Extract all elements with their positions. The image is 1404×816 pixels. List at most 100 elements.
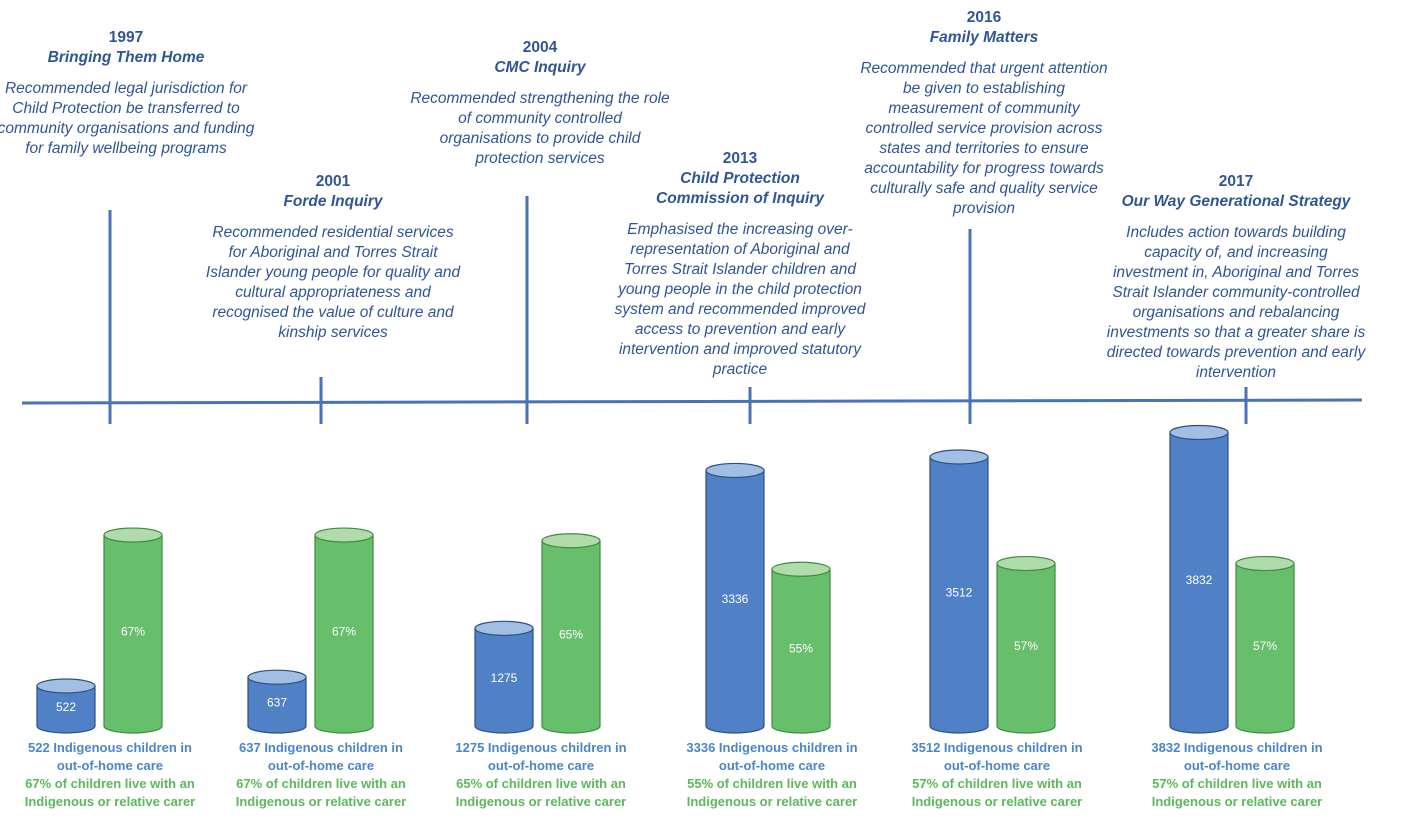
milestone-year: 1997: [108, 29, 144, 46]
children-count-value: 637: [239, 740, 261, 755]
timeline-ticks: [108, 196, 1248, 424]
stat-caption-2013: 3336 Indigenous children in out-of-home c…: [657, 739, 887, 811]
children-bar-2013-body: [705, 469, 765, 734]
children-count-value: 522: [28, 740, 50, 755]
stat-caption-2016: 3512 Indigenous children in out-of-home c…: [882, 739, 1112, 811]
children-bar-2004: 1275: [474, 620, 534, 734]
milestone-title: Child Protection Commission of Inquiry: [610, 169, 870, 209]
children-count-line-2: out-of-home care: [943, 758, 1051, 773]
children-bar-2001-top: [247, 669, 307, 685]
milestone-2001: 2001 Forde Inquiry Recommended residential…: [203, 172, 463, 343]
carer-bar-2016-top: [996, 555, 1056, 572]
children-bar-1997: 522: [36, 678, 96, 734]
carer-bar-1997-body: [103, 534, 163, 734]
milestone-description: Recommended that urgent attention be giv…: [860, 60, 1108, 217]
carer-bar-2017-body: [1235, 562, 1295, 734]
stat-caption-1997: 522 Indigenous children in out-of-home ca…: [0, 739, 225, 811]
carer-bar-1997: 67%: [103, 527, 163, 734]
carer-percent-line: 55% of children live with an: [687, 776, 857, 791]
children-bar-2004-label: 1275: [491, 671, 518, 685]
children-bar-2001-label: 637: [267, 696, 287, 710]
carer-percent-line-2: Indigenous or relative carer: [686, 794, 858, 809]
carer-bar-2004-body: [541, 540, 601, 734]
carer-percent-line: 65% of children live with an: [456, 776, 626, 791]
milestone-year: 2001: [315, 173, 351, 190]
milestone-year: 2017: [1218, 173, 1254, 190]
children-bar-1997-label: 522: [56, 700, 76, 714]
carer-bar-2013: 55%: [771, 561, 831, 734]
milestone-title-line: Family Matters: [929, 29, 1039, 46]
carer-percent-line: 57% of children live with an: [912, 776, 1082, 791]
children-count-value: 3832: [1151, 740, 1181, 755]
milestone-title-line: Our Way Generational Strategy: [1121, 193, 1351, 210]
children-bar-2013-top: [705, 462, 765, 479]
children-count-line-2: out-of-home care: [487, 758, 595, 773]
children-count-line-2: out-of-home care: [56, 758, 164, 773]
children-bar-2004-body: [474, 627, 534, 734]
children-count-line: 1275 Indigenous children in: [426, 739, 656, 757]
carer-bar-2016-body: [996, 562, 1056, 734]
milestone-year: 2004: [522, 39, 558, 56]
stat-caption-2001: 637 Indigenous children in out-of-home ca…: [206, 739, 436, 811]
milestone-description: Includes action towards building capacit…: [1106, 224, 1366, 381]
milestone-title-line: CMC Inquiry: [494, 59, 586, 76]
children-bar-2016-body: [929, 456, 989, 734]
carer-percent-line-2: Indigenous or relative carer: [1151, 794, 1323, 809]
stat-caption-2004: 1275 Indigenous children in out-of-home c…: [426, 739, 656, 811]
children-count-text: Indigenous children in: [484, 740, 627, 755]
carer-bar-2017-label: 57%: [1253, 639, 1277, 653]
children-bar-2013: 3336: [705, 462, 765, 734]
carer-bar-2004: 65%: [541, 533, 601, 734]
milestone-2004: 2004 CMC Inquiry Recommended strengthening…: [410, 38, 670, 169]
stat-caption-2017: 3832 Indigenous children in out-of-home c…: [1122, 739, 1352, 811]
carer-percent-line-2: Indigenous or relative carer: [455, 794, 627, 809]
children-bar-2013-label: 3336: [722, 592, 749, 606]
carer-percent-line-2: Indigenous or relative carer: [24, 794, 196, 809]
milestone-description: Recommended residential services for Abo…: [205, 224, 461, 341]
children-count-line-2: out-of-home care: [718, 758, 826, 773]
milestone-title: Forde Inquiry: [203, 192, 463, 212]
children-bar-1997-top: [36, 678, 96, 694]
children-count-line: 522 Indigenous children in: [0, 739, 225, 757]
children-bar-1997-body: [36, 685, 96, 734]
carer-bar-2017-top: [1235, 555, 1295, 572]
children-count-line: 3832 Indigenous children in: [1122, 739, 1352, 757]
carer-bar-2016: 57%: [996, 555, 1056, 734]
milestone-year: 2013: [722, 150, 758, 167]
carer-bar-1997-top: [103, 527, 163, 543]
children-bar-2004-top: [474, 620, 534, 636]
carer-bar-2013-top: [771, 561, 831, 577]
children-count-text: Indigenous children in: [1180, 740, 1323, 755]
milestone-2017: 2017 Our Way Generational Strategy Include…: [1106, 172, 1366, 383]
milestone-title: Family Matters: [854, 28, 1114, 48]
children-bar-2017-top: [1169, 424, 1229, 441]
carer-percent-line: 67% of children live with an: [25, 776, 195, 791]
children-count-line: 3512 Indigenous children in: [882, 739, 1112, 757]
children-bar-2016-label: 3512: [946, 585, 973, 599]
carer-bar-2001: 67%: [314, 527, 374, 734]
children-count-text: Indigenous children in: [260, 740, 403, 755]
timeline-axis-line: [21, 398, 1363, 405]
children-bar-2001-body: [247, 676, 307, 734]
milestone-title-line: Child Protection: [680, 170, 800, 187]
carer-bar-2001-body: [314, 534, 374, 734]
carer-bar-2017: 57%: [1235, 555, 1295, 734]
carer-bar-2013-label: 55%: [789, 642, 813, 656]
children-bar-2016: 3512: [929, 449, 989, 734]
children-count-line: 3336 Indigenous children in: [657, 739, 887, 757]
carer-bar-2016-label: 57%: [1014, 639, 1038, 653]
children-count-value: 3512: [911, 740, 941, 755]
milestone-description: Recommended strengthening the role of co…: [410, 90, 670, 167]
carer-percent-line: 67% of children live with an: [236, 776, 406, 791]
milestone-description: Emphasised the increasing over-represent…: [614, 221, 866, 378]
children-bar-2017-label: 3832: [1186, 573, 1213, 587]
carer-bar-2004-label: 65%: [559, 627, 583, 641]
milestone-year: 2016: [966, 9, 1002, 26]
milestone-title-line: Commission of Inquiry: [656, 190, 824, 207]
carer-percent-line-2: Indigenous or relative carer: [911, 794, 1083, 809]
children-bar-2017-body: [1169, 431, 1229, 734]
children-count-value: 1275: [455, 740, 485, 755]
children-count-text: Indigenous children in: [940, 740, 1083, 755]
children-count-line-2: out-of-home care: [1183, 758, 1291, 773]
